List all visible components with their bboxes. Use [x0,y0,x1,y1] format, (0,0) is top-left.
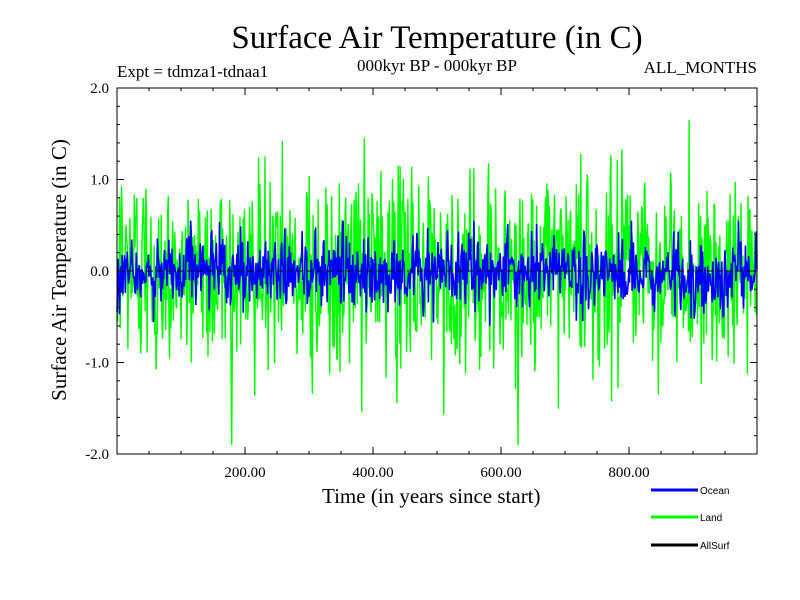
x-axis: 200.00 400.00 600.00 800.00 [148,88,726,481]
y-tick-label: -2.0 [85,447,109,463]
chart-title: Surface Air Temperature (in C) [231,20,642,56]
x-axis-label: Time (in years since start) [322,484,541,508]
legend: Ocean Land AllSurf [651,486,730,552]
x-tick-label: 200.00 [224,465,265,481]
y-axis: -2.0 -1.0 0.0 1.0 2.0 [85,81,757,463]
y-tick-label: 2.0 [90,81,109,97]
legend-label-allsurf: AllSurf [700,541,730,552]
months-label: ALL_MONTHS [644,58,757,77]
experiment-label: Expt = tdmza1-tdnaa1 [117,62,268,81]
y-tick-label: -1.0 [85,356,109,372]
x-tick-label: 800.00 [608,465,649,481]
y-tick-label: 1.0 [90,173,109,189]
legend-label-land: Land [700,513,722,524]
x-tick-label: 600.00 [480,465,521,481]
x-tick-label: 400.00 [352,465,393,481]
y-tick-label: 0.0 [90,264,109,280]
y-axis-label: Surface Air Temperature (in C) [47,139,71,401]
series-ocean [116,220,758,326]
legend-label-ocean: Ocean [700,486,729,497]
series-line-ocean [116,220,758,326]
period-label: 000kyr BP - 000kyr BP [357,56,517,75]
plot-area [116,87,758,455]
